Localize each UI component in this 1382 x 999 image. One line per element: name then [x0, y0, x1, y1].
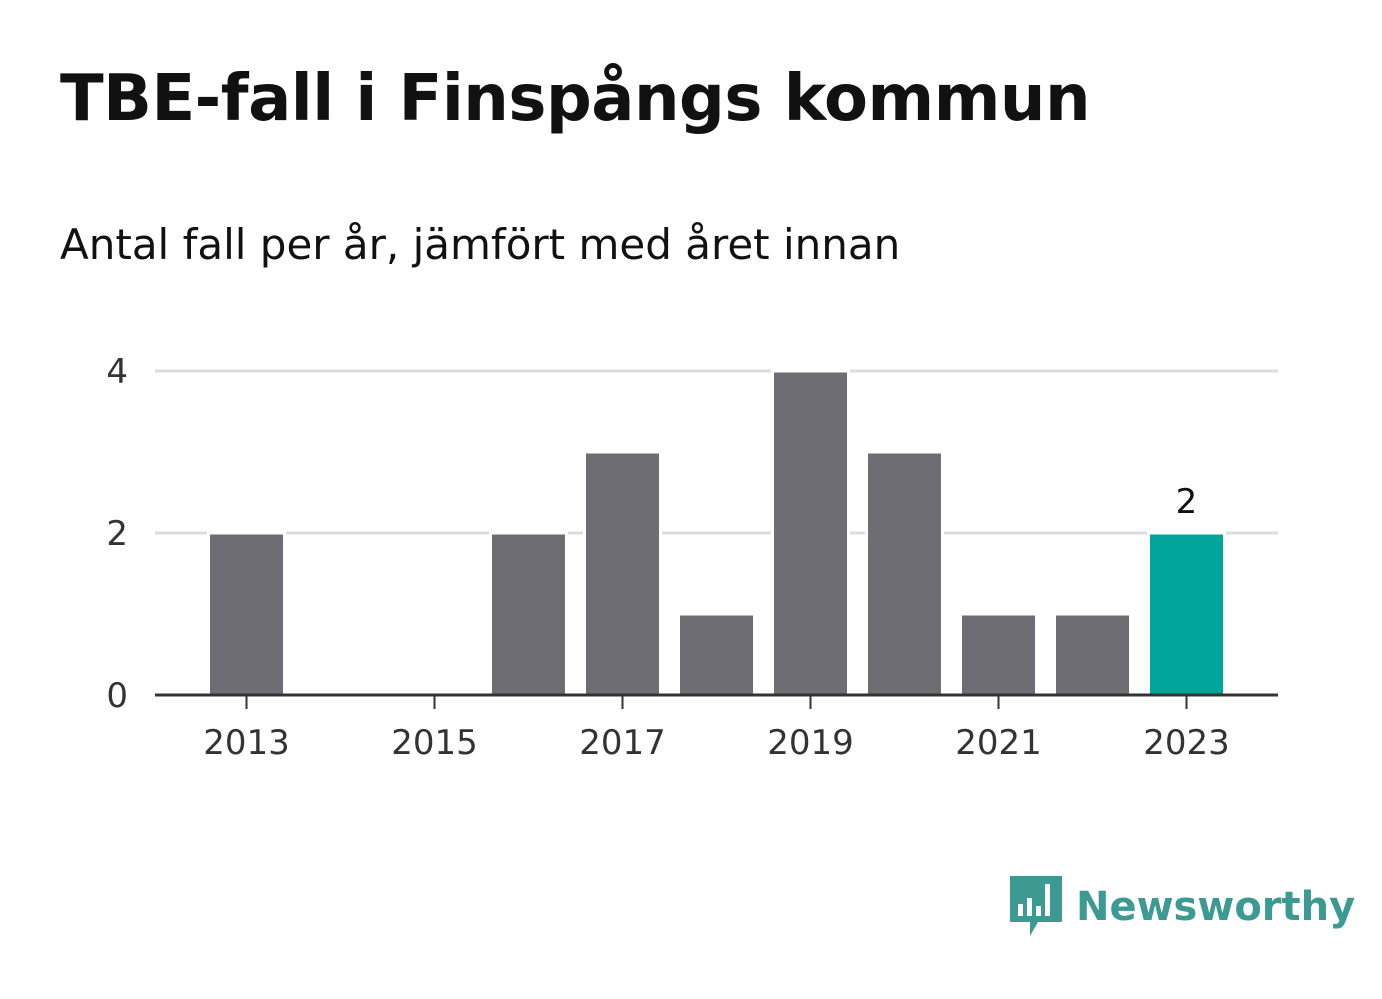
brand-name: Newsworthy: [1076, 884, 1356, 930]
newsworthy-logo-icon: [1010, 876, 1062, 936]
bar-2017: [583, 450, 662, 697]
bar-2018: [677, 612, 756, 697]
x-tick-label: 2015: [391, 723, 478, 763]
x-tick-label: 2023: [1143, 723, 1230, 763]
bar-2019: [771, 369, 850, 697]
y-tick-label: 4: [106, 352, 128, 392]
bar-2022: [1053, 612, 1132, 697]
bar-2020: [865, 450, 944, 697]
bar-2021: [959, 612, 1038, 697]
chart-subtitle: Antal fall per år, jämfört med året inna…: [60, 220, 901, 269]
chart-title: TBE-fall i Finspångs kommun: [60, 62, 1091, 136]
bar-2013: [207, 531, 286, 697]
x-tick-label: 2019: [767, 723, 854, 763]
y-tick-label: 2: [106, 514, 128, 554]
y-tick-label: 0: [106, 676, 128, 716]
x-tick-label: 2013: [203, 723, 290, 763]
brand: Newsworthy: [1010, 876, 1355, 938]
data-label: 2: [1176, 482, 1198, 522]
bar-2016: [489, 531, 568, 697]
bar-2023: [1147, 531, 1226, 697]
x-tick-label: 2021: [955, 723, 1042, 763]
x-tick-label: 2017: [579, 723, 666, 763]
